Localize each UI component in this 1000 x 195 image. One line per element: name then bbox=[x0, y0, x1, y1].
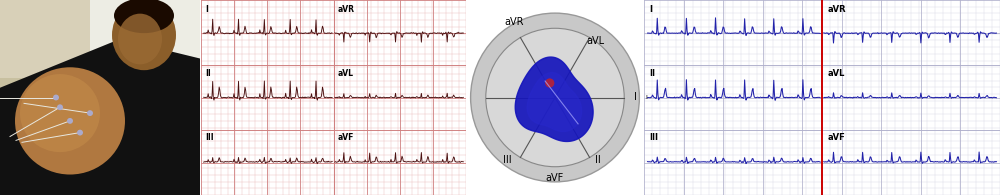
Text: III: III bbox=[649, 133, 658, 143]
Polygon shape bbox=[0, 39, 200, 195]
Text: I: I bbox=[649, 5, 652, 14]
Text: III: III bbox=[503, 155, 512, 165]
Text: III: III bbox=[205, 133, 214, 143]
Polygon shape bbox=[527, 73, 582, 132]
Bar bbox=[90, 0, 200, 88]
Text: I: I bbox=[634, 92, 637, 103]
Circle shape bbox=[486, 28, 624, 167]
Ellipse shape bbox=[114, 0, 174, 33]
Ellipse shape bbox=[15, 67, 125, 175]
Text: aVL: aVL bbox=[827, 69, 845, 78]
Text: aVL: aVL bbox=[337, 69, 353, 78]
Text: II: II bbox=[205, 69, 211, 78]
Text: II: II bbox=[595, 155, 601, 165]
Text: aVF: aVF bbox=[827, 133, 845, 143]
Circle shape bbox=[545, 78, 554, 88]
Bar bbox=[0, 78, 200, 195]
Circle shape bbox=[471, 13, 639, 182]
Text: I: I bbox=[646, 95, 648, 100]
Ellipse shape bbox=[20, 74, 100, 152]
Text: aVF: aVF bbox=[546, 173, 564, 183]
Text: aVF: aVF bbox=[337, 133, 354, 143]
Polygon shape bbox=[515, 57, 593, 141]
Circle shape bbox=[77, 130, 83, 136]
Ellipse shape bbox=[112, 0, 176, 70]
Text: I: I bbox=[205, 5, 208, 14]
Text: aVR: aVR bbox=[504, 17, 524, 27]
Text: aVL: aVL bbox=[587, 36, 605, 46]
Circle shape bbox=[67, 118, 73, 124]
Text: aVR: aVR bbox=[827, 5, 846, 14]
Ellipse shape bbox=[118, 14, 162, 64]
Circle shape bbox=[53, 95, 59, 100]
Text: aVR: aVR bbox=[337, 5, 354, 14]
Circle shape bbox=[57, 104, 63, 110]
Circle shape bbox=[87, 110, 93, 116]
Bar bbox=[90, 0, 200, 88]
Text: II: II bbox=[649, 69, 655, 78]
